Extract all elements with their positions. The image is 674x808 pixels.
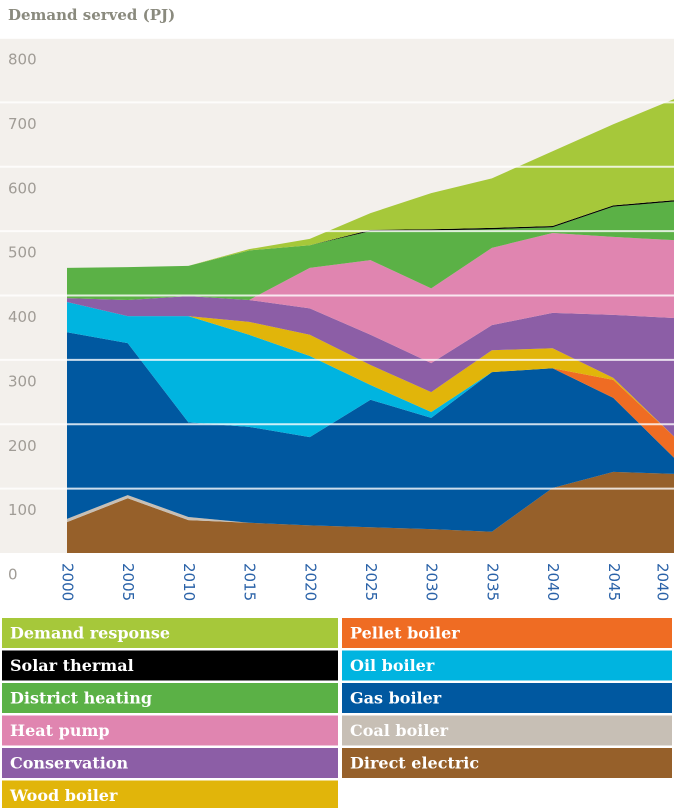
x-tick-label: 2040	[654, 563, 672, 601]
legend-label: Heat pump	[10, 721, 110, 740]
area	[67, 332, 674, 532]
x-tick-label: 2015	[241, 563, 259, 601]
legend-label: Conservation	[10, 754, 128, 773]
x-tick-label: 2045	[605, 563, 623, 601]
y-tick-label: 600	[8, 179, 37, 197]
area	[67, 201, 674, 301]
x-tick-label: 2000	[59, 563, 77, 601]
x-tick-label: 2005	[119, 563, 137, 601]
legend-swatch	[2, 618, 338, 648]
legend-swatch	[342, 683, 672, 713]
area	[67, 296, 674, 437]
legend-label: Demand response	[10, 624, 170, 643]
legend-swatch	[2, 780, 338, 808]
area	[67, 301, 674, 437]
legend-swatch	[342, 715, 672, 746]
legend-swatch	[2, 748, 338, 778]
legend-label: Wood boiler	[9, 786, 118, 805]
x-tick-label: 2020	[301, 563, 319, 601]
y-axis-title: Demand served (PJ)	[8, 6, 175, 24]
y-tick-label: 100	[8, 501, 37, 519]
legend-label: District heating	[10, 689, 152, 708]
legend-label: Gas boiler	[350, 689, 442, 708]
y-tick-label: 400	[8, 308, 37, 326]
legend-swatch	[342, 748, 672, 778]
y-tick-label: 700	[8, 115, 37, 133]
legend-swatch	[342, 618, 672, 648]
legend-swatch	[2, 683, 338, 713]
x-tick-label: 2030	[423, 563, 441, 601]
area	[67, 301, 674, 458]
y-tick-label: 800	[8, 51, 37, 69]
area	[67, 99, 674, 268]
x-tick-label: 2010	[180, 563, 198, 601]
legend-label: Oil boiler	[350, 656, 435, 675]
y-tick-label: 300	[8, 372, 37, 390]
legend-label: Coal boiler	[350, 721, 449, 740]
legend-label: Pellet boiler	[350, 624, 460, 643]
y-tick-label: 200	[8, 437, 37, 455]
legend-label: Solar thermal	[10, 656, 134, 675]
legend-swatch	[2, 650, 338, 681]
y-tick-label: 500	[8, 244, 37, 262]
x-tick-label: 2035	[483, 563, 501, 601]
area	[67, 233, 674, 364]
legend-swatch	[342, 650, 672, 681]
y-tick-label: 0	[8, 566, 18, 584]
x-tick-label: 2040	[544, 563, 562, 601]
x-tick-label: 2025	[362, 563, 380, 601]
legend-label: Direct electric	[350, 754, 479, 773]
legend-swatch	[2, 715, 338, 746]
area	[67, 471, 674, 553]
